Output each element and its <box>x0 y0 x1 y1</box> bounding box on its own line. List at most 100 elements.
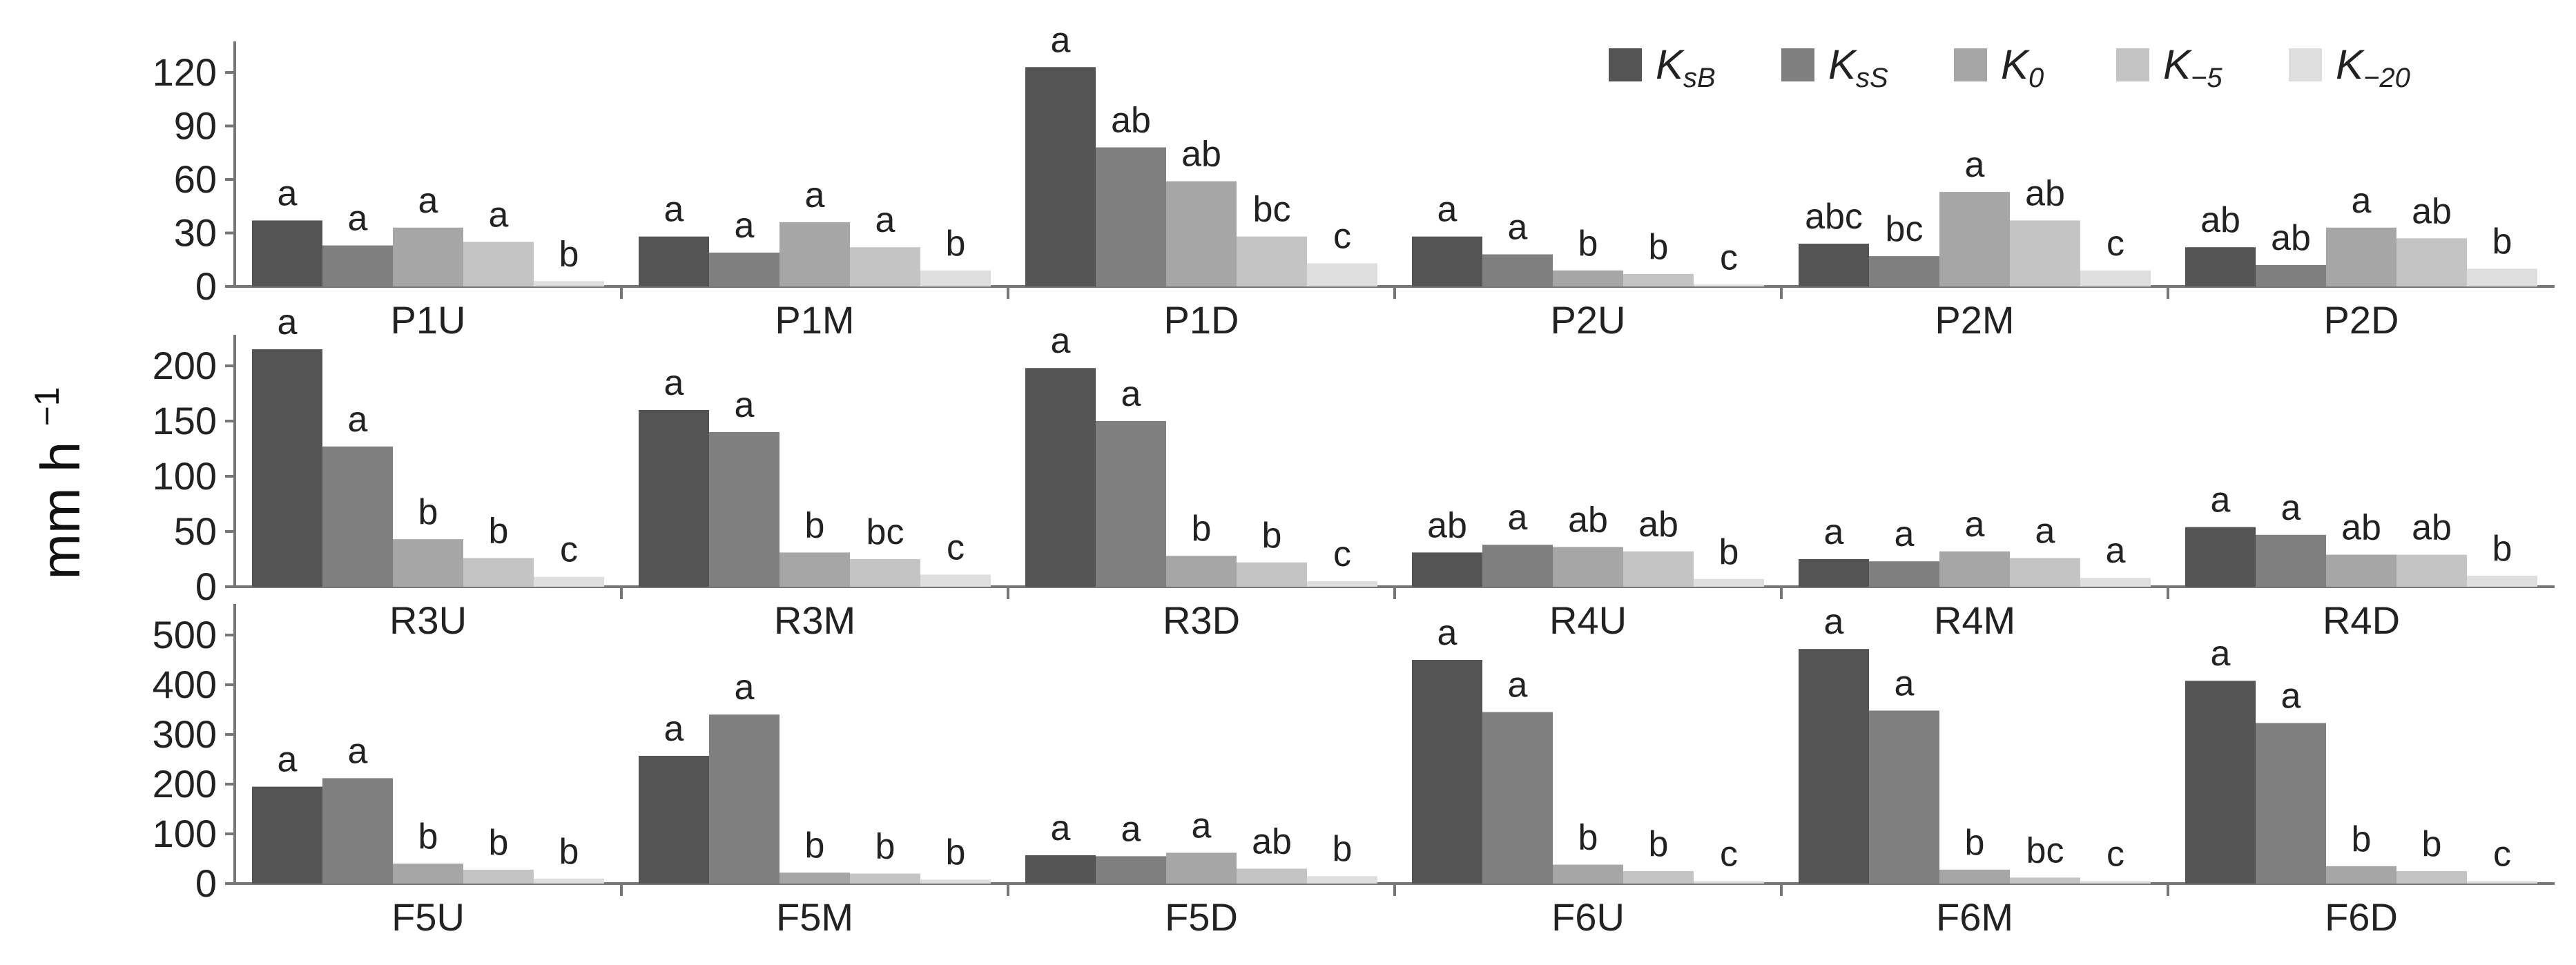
bar-P1M-1 <box>709 252 779 286</box>
bar-F5M-3 <box>850 873 920 884</box>
significance-label: bc <box>1253 190 1291 230</box>
group-P1U: a a a a b P1U <box>252 173 604 342</box>
significance-label: b <box>805 505 825 545</box>
bar-F6M-1 <box>1869 710 1939 884</box>
significance-label: b <box>946 832 966 873</box>
bar-R4U-1 <box>1482 545 1553 587</box>
significance-label: b <box>1578 818 1598 858</box>
bar-R3M-3 <box>850 559 920 587</box>
bar-P1M-2 <box>779 222 850 286</box>
bar-F6D-2 <box>2326 866 2396 884</box>
significance-label: ab <box>1252 821 1292 861</box>
significance-label: a <box>2352 181 2372 221</box>
significance-label: b <box>489 823 509 863</box>
group-R3D: a a b b c R3D <box>1025 321 1377 642</box>
significance-label: a <box>1192 806 1212 846</box>
y-axis-label-text: mm h −1 <box>28 387 91 579</box>
bar-P1D-4 <box>1307 263 1377 286</box>
bar-R4U-4 <box>1694 578 1764 587</box>
significance-label: b <box>1649 227 1669 267</box>
significance-label: bc <box>2026 830 2064 870</box>
significance-label: bc <box>1886 209 1924 249</box>
bar-R4D-3 <box>2396 554 2467 587</box>
group-R3U: a a b b c R3U <box>252 302 604 642</box>
bar-F6U-1 <box>1482 712 1553 884</box>
significance-label: a <box>1051 321 1071 361</box>
bar-P2D-4 <box>2467 269 2537 286</box>
significance-label: b <box>1192 509 1212 549</box>
bar-P2M-2 <box>1939 192 2010 286</box>
bar-R3M-0 <box>639 410 709 587</box>
significance-label: a <box>2211 480 2231 520</box>
significance-label: b <box>2352 819 2372 859</box>
bar-R3U-4 <box>534 576 604 587</box>
category-label-F6U: F6U <box>1551 895 1625 939</box>
bar-F6M-3 <box>2010 877 2080 884</box>
significance-label: a <box>735 206 755 246</box>
significance-label: ab <box>2025 173 2065 213</box>
group-P2U: a a b b c P2U <box>1412 190 1764 342</box>
legend-label-1: KsS <box>1828 41 1888 93</box>
significance-label: a <box>1051 808 1071 848</box>
bar-P1U-3 <box>463 242 534 286</box>
legend: KsB KsS K0 K−5 K−20 <box>1609 41 2410 93</box>
bar-R4D-4 <box>2467 576 2537 587</box>
significance-label: b <box>1719 532 1739 572</box>
bar-P2D-2 <box>2326 227 2396 286</box>
bar-F6D-3 <box>2396 871 2467 884</box>
group-R4M: a a a a a R4M <box>1799 505 2151 642</box>
significance-label: c <box>1333 534 1351 574</box>
bar-P2U-0 <box>1412 236 1482 286</box>
bar-R4M-2 <box>1939 551 2010 587</box>
significance-label: a <box>1051 20 1071 60</box>
bar-R4U-2 <box>1553 547 1623 587</box>
significance-label: a <box>2106 531 2126 571</box>
y-tick-label: 90 <box>174 104 217 148</box>
bar-P2U-3 <box>1623 273 1694 286</box>
significance-label: a <box>805 175 825 215</box>
bar-R4M-1 <box>1869 561 1939 587</box>
category-label-F5D: F5D <box>1165 895 1238 939</box>
bar-F6D-4 <box>2467 881 2537 884</box>
significance-label: b <box>559 832 579 872</box>
bar-F5D-0 <box>1025 855 1096 884</box>
y-tick-label: 60 <box>174 157 217 201</box>
legend-label-0: KsB <box>1656 41 1716 93</box>
bar-F5M-1 <box>709 714 779 884</box>
significance-label: a <box>2035 511 2055 551</box>
bar-F5U-0 <box>252 786 322 884</box>
bar-R3U-3 <box>463 558 534 587</box>
significance-label: a <box>1965 505 1985 545</box>
bar-R4U-3 <box>1623 551 1694 587</box>
bar-P2U-1 <box>1482 254 1553 286</box>
y-tick-label: 120 <box>153 50 217 94</box>
category-label-F5U: F5U <box>391 895 465 939</box>
category-label-F6M: F6M <box>1936 895 2013 939</box>
significance-label: b <box>946 224 966 264</box>
y-tick-label: 300 <box>153 712 217 756</box>
bar-P2D-1 <box>2256 265 2326 286</box>
bar-R3U-2 <box>393 539 463 587</box>
category-label-P2D: P2D <box>2324 298 2399 342</box>
y-tick-label: 0 <box>195 861 217 905</box>
y-axis-label-main: mm h <box>30 426 91 579</box>
bar-P2M-3 <box>2010 220 2080 286</box>
bar-P2M-4 <box>2080 270 2151 286</box>
bar-F6M-2 <box>1939 869 2010 884</box>
significance-label: b <box>1965 823 1985 863</box>
y-tick-label: 50 <box>174 509 217 553</box>
legend-label-2: K0 <box>2001 41 2044 93</box>
significance-label: b <box>1262 516 1282 556</box>
significance-label: a <box>278 302 298 342</box>
bar-P2D-3 <box>2396 238 2467 286</box>
bar-F5U-4 <box>534 878 604 884</box>
bar-F6M-0 <box>1799 649 1869 884</box>
legend-swatch-2 <box>1954 48 1987 81</box>
bar-F6D-1 <box>2256 723 2326 884</box>
significance-label: c <box>1333 216 1351 256</box>
bar-F6M-4 <box>2080 881 2151 884</box>
